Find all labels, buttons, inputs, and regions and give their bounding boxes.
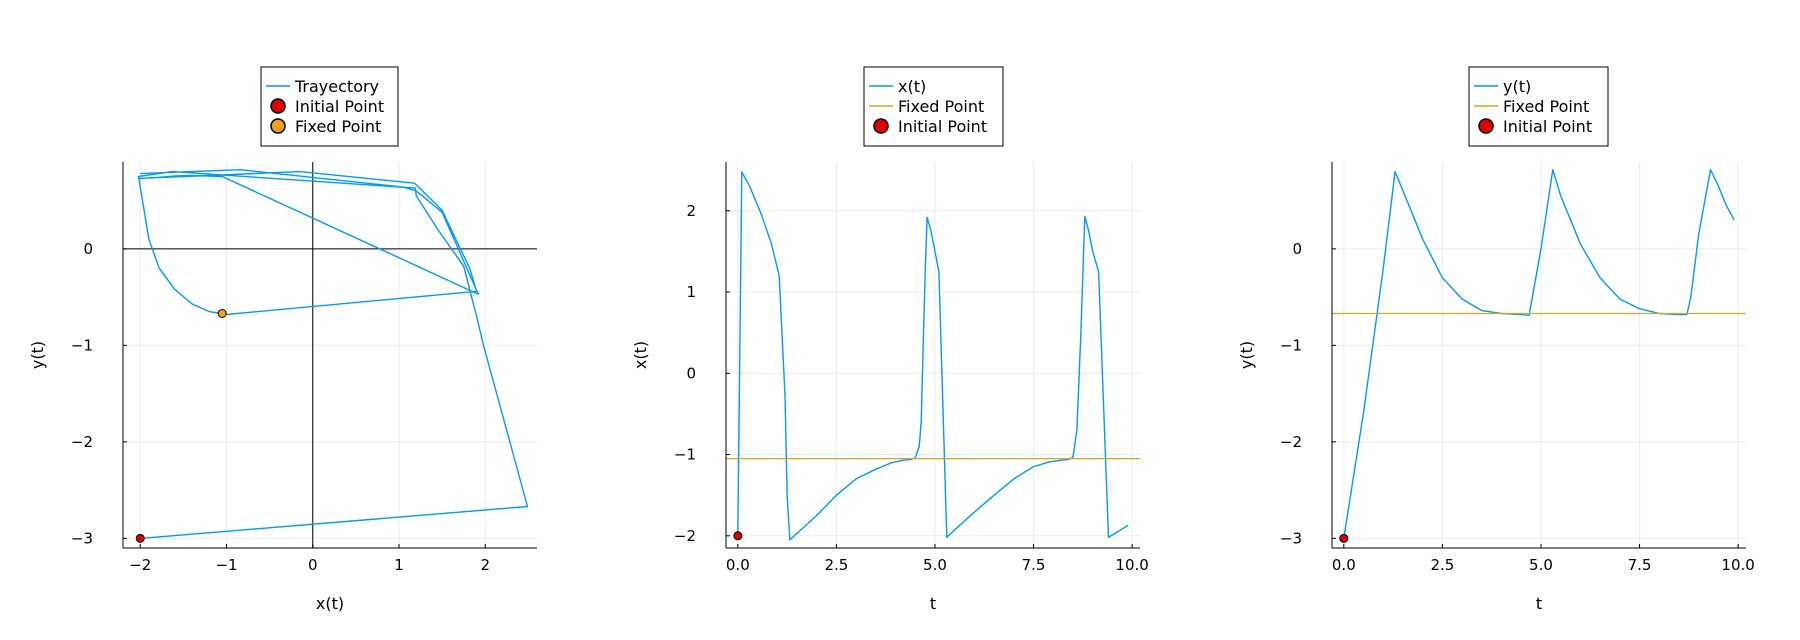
axes [1331, 162, 1746, 549]
y-tick-label: −2 [71, 433, 93, 451]
x-tick-label: 5.0 [1529, 556, 1553, 574]
x-tick-label: 7.5 [1628, 556, 1652, 574]
x-tick-label: 0.0 [1332, 556, 1356, 574]
legend-entry-label: Trayectory [294, 77, 379, 96]
series-line [1343, 169, 1735, 539]
legend-marker-swatch [873, 118, 889, 134]
y-tick-label: −3 [71, 529, 93, 547]
legend-marker-swatch [1478, 118, 1494, 134]
legend-marker-swatch [270, 118, 286, 134]
zero-lines [123, 162, 537, 548]
legend: x(t) Fixed Point Initial Point [863, 66, 1004, 147]
initial-point-marker [1339, 533, 1349, 543]
axes [122, 162, 537, 549]
legend: Trayectory Initial Point Fixed Point [260, 66, 399, 147]
y-tick-label: 0 [83, 240, 93, 258]
legend-entry-label: Initial Point [898, 117, 987, 136]
tick-labels: −2 −1 0 1 2 −3 −2 −1 0 [71, 240, 490, 574]
grid-lines [726, 162, 1140, 548]
legend-entry-label: Fixed Point [898, 97, 984, 116]
series-lines [1332, 169, 1746, 539]
legend: y(t) Fixed Point Initial Point [1468, 66, 1609, 147]
x-tick-label: 10.0 [1721, 556, 1754, 574]
y-time-series-panel: y(t) Fixed Point Initial Point 0.0 2.5 5.0… [1237, 66, 1755, 613]
y-axis-label: y(t) [28, 341, 47, 369]
legend-entry-label: Initial Point [1503, 117, 1592, 136]
initial-point-marker [733, 531, 743, 541]
x-tick-label: 1 [394, 556, 404, 574]
point-markers [733, 531, 743, 541]
x-tick-label: −1 [215, 556, 237, 574]
legend-entry-label: Fixed Point [295, 117, 381, 136]
x-axis-label: x(t) [316, 594, 344, 613]
x-tick-label: 0.0 [726, 556, 750, 574]
y-tick-label: −1 [674, 446, 696, 464]
x-axis-label: t [930, 594, 936, 613]
series-lines [726, 171, 1140, 541]
x-tick-label: 7.5 [1022, 556, 1046, 574]
x-time-series-panel: x(t) Fixed Point Initial Point 0.0 2.5 5.0… [631, 66, 1149, 613]
y-axis-label: x(t) [631, 341, 650, 369]
x-tick-label: 10.0 [1115, 556, 1148, 574]
fixed-point-marker [217, 309, 227, 319]
legend-marker-swatch [270, 98, 286, 114]
y-tick-label: 0 [686, 364, 696, 382]
legend-entry-label: y(t) [1503, 77, 1531, 96]
phase-portrait-panel: Trayectory Initial Point Fixed Point −2−… [28, 66, 537, 613]
x-tick-label: 0 [308, 556, 318, 574]
legend-entry-label: Initial Point [295, 97, 384, 116]
x-axis-label: t [1536, 594, 1542, 613]
initial-point-marker [135, 533, 145, 543]
point-markers [1339, 533, 1349, 543]
y-tick-label: 2 [686, 202, 696, 220]
series-lines [137, 169, 529, 540]
x-tick-label: 2.5 [1430, 556, 1454, 574]
grid-lines [1332, 162, 1746, 548]
tick-labels: 0.0 2.5 5.0 7.5 10.0 −2 −1 0 1 2 [674, 202, 1149, 574]
y-tick-label: 0 [1292, 240, 1302, 258]
series-line [137, 169, 529, 540]
x-tick-label: 2.5 [824, 556, 848, 574]
x-tick-label: −2 [129, 556, 151, 574]
x-tick-label: 2 [480, 556, 490, 574]
point-markers [135, 309, 227, 543]
y-tick-label: −3 [1280, 529, 1302, 547]
y-tick-label: 1 [686, 283, 696, 301]
y-axis-label: y(t) [1237, 341, 1256, 369]
legend-entry-label: Fixed Point [1503, 97, 1589, 116]
x-tick-label: 5.0 [923, 556, 947, 574]
y-tick-label: −1 [1280, 336, 1302, 354]
legend-entry-label: x(t) [898, 77, 926, 96]
axes [725, 162, 1140, 549]
series-line [737, 171, 1129, 541]
tick-labels: 0.0 2.5 5.0 7.5 10.0 −3 −2 −1 0 [1280, 240, 1755, 574]
y-tick-label: −2 [1280, 433, 1302, 451]
y-tick-label: −1 [71, 336, 93, 354]
y-tick-label: −2 [674, 527, 696, 545]
